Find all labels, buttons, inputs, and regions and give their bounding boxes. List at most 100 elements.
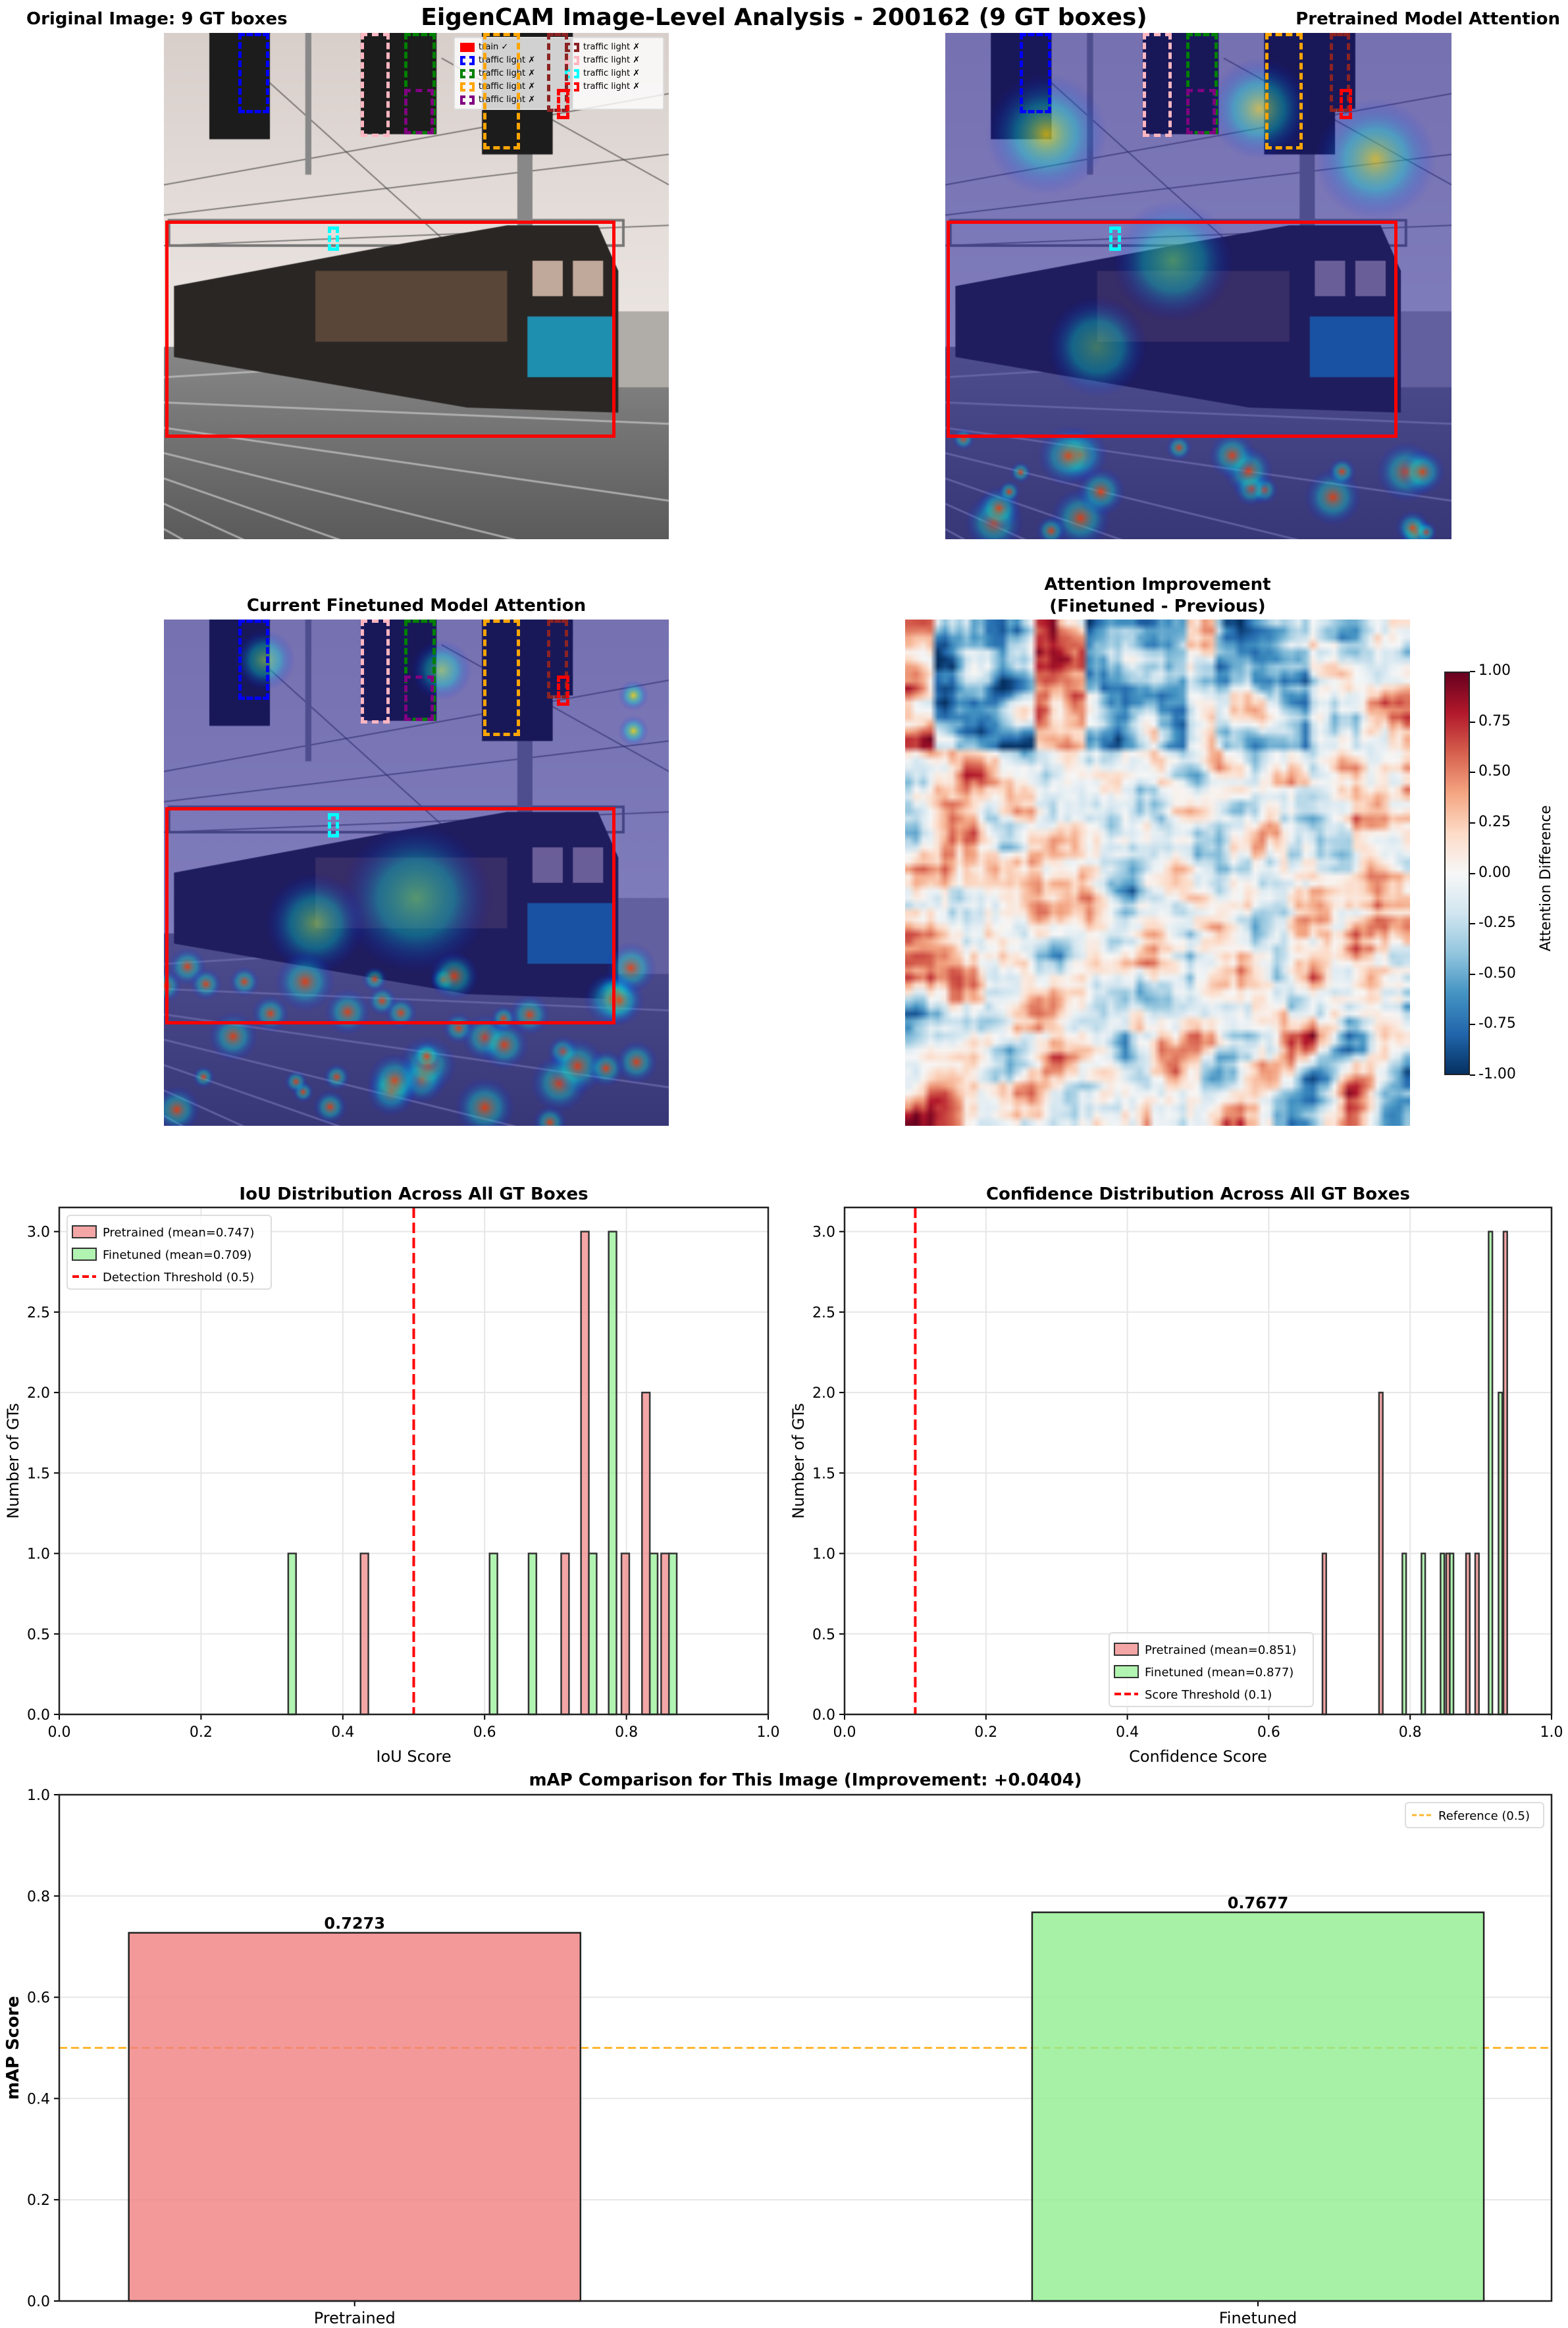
y-axis-label: Number of GTs	[4, 1403, 22, 1519]
gt-box-traffic-light	[557, 675, 569, 706]
finetuned-bar	[527, 1552, 538, 1716]
legend-swatch	[72, 1248, 97, 1261]
legend-label: traffic light ✗	[479, 95, 536, 105]
finetuned-bar	[608, 1230, 617, 1716]
colorbar-tick-label: -1.00	[1478, 1066, 1516, 1082]
pretrained-bar	[560, 1552, 570, 1716]
colorbar-tick-label: -0.50	[1478, 965, 1516, 982]
finetuned-bar	[1440, 1552, 1446, 1716]
legend-label: traffic light ✗	[583, 42, 640, 52]
colorbar-tick-mark	[1470, 772, 1475, 774]
y-tick-label: 0.6	[27, 1990, 50, 2007]
colorbar-tick-mark	[1470, 721, 1475, 723]
legend-label: traffic light ✗	[479, 68, 536, 78]
gt-box-traffic-light	[1109, 226, 1121, 251]
colorbar-tick-mark	[1470, 1024, 1475, 1026]
y-tick-label: 0.2	[27, 2192, 50, 2209]
chart-title: IoU Distribution Across All GT Boxes	[239, 1184, 588, 1204]
legend-item: traffic light ✗	[460, 82, 553, 92]
gt-box-traffic-light	[404, 88, 434, 134]
legend-label: traffic light ✗	[583, 55, 640, 65]
pretrained-bar	[1378, 1391, 1384, 1716]
gt-box-traffic-light	[238, 33, 270, 114]
pretrained-bar	[641, 1391, 651, 1716]
colorbar-tick-mark	[1470, 671, 1475, 672]
legend-swatch	[1114, 1665, 1139, 1678]
x-tick-label: 0.6	[1257, 1724, 1280, 1741]
legend-label: Detection Threshold (0.5)	[103, 1271, 254, 1284]
pretrained-bar	[660, 1552, 670, 1716]
x-tick-label: 1.0	[757, 1724, 780, 1741]
original-image-panel: train ✓ traffic light ✗ traffic light ✗ tra…	[164, 33, 669, 539]
legend-label: traffic light ✗	[479, 55, 536, 65]
y-tick-label: 2.0	[27, 1385, 50, 1402]
attention-difference-heatmap	[905, 620, 1410, 1126]
pretrained-bar	[580, 1230, 590, 1716]
colorbar-tick-label: 0.50	[1478, 763, 1511, 780]
y-axis-label: Number of GTs	[789, 1403, 808, 1519]
improvement-title-line1: Attention Improvement	[1044, 575, 1271, 595]
gt-box-traffic-light	[361, 620, 390, 724]
gt-box-traffic-light	[327, 226, 340, 251]
gt-box-traffic-light	[1142, 33, 1172, 138]
colorbar-tick-label: -0.25	[1478, 914, 1516, 932]
x-tick-label: 0.8	[1399, 1724, 1422, 1741]
finetuned-bar	[488, 1552, 498, 1716]
colorbar-tick-label: 0.25	[1478, 813, 1511, 830]
gt-box-traffic-light	[327, 812, 340, 837]
legend-swatch	[460, 82, 475, 92]
legend-label: traffic light ✗	[583, 68, 640, 78]
x-tick-label: 0.4	[331, 1724, 354, 1741]
gt-box-traffic-light	[1265, 33, 1303, 149]
y-tick-label: 1.0	[27, 1787, 50, 1804]
y-tick-label: 2.5	[27, 1305, 50, 1321]
gt-box-traffic-light	[238, 620, 270, 701]
gt-box-traffic-light	[1186, 88, 1216, 134]
chart-legend	[1109, 1632, 1314, 1707]
x-tick-label: 0.4	[1116, 1724, 1139, 1741]
y-tick-label: 0.8	[27, 1889, 50, 1905]
legend-label: Reference (0.5)	[1438, 1809, 1530, 1823]
finetuned-bar	[1498, 1391, 1503, 1716]
finetuned-attention-title: Current Finetuned Model Attention	[246, 596, 587, 616]
y-tick-label: 0.0	[27, 1707, 50, 1724]
y-tick-label: 0.0	[812, 1707, 835, 1724]
x-tick-label: 0.8	[615, 1724, 638, 1741]
finetuned-bar	[1401, 1552, 1407, 1716]
y-tick-label: 1.0	[812, 1547, 835, 1563]
legend-swatch	[460, 95, 475, 105]
improvement-title-line2: (Finetuned - Previous)	[1049, 596, 1266, 616]
y-tick-label: 0.5	[812, 1627, 835, 1643]
x-tick-label: 0.6	[473, 1724, 496, 1741]
legend-label: Finetuned (mean=0.709)	[103, 1248, 251, 1262]
chart-legend	[66, 1215, 272, 1290]
y-axis-label: mAP Score	[3, 1996, 23, 2100]
figure-title: EigenCAM Image-Level Analysis - 200162 (…	[421, 4, 1147, 31]
plot-frame	[58, 1206, 770, 1716]
legend-label: Pretrained (mean=0.851)	[1145, 1643, 1296, 1657]
gt-box-traffic-light	[1020, 33, 1051, 114]
pretrained-bar	[1474, 1552, 1480, 1716]
colorbar	[1444, 672, 1470, 1075]
y-tick-label: 3.0	[812, 1225, 835, 1241]
original-image-title: Original Image: 9 GT boxes	[26, 9, 288, 29]
colorbar-tick-label: 0.75	[1478, 712, 1511, 729]
gt-box-train	[947, 220, 1398, 438]
plot-frame	[58, 1793, 1553, 2302]
pretrained-bar	[1465, 1552, 1471, 1716]
x-tick-label: Pretrained	[314, 2309, 396, 2327]
x-axis-label: IoU Score	[376, 1747, 451, 1766]
map-bar-pretrained	[128, 1932, 582, 2302]
finetuned-attention-panel	[164, 620, 669, 1126]
colorbar-tick-mark	[1470, 822, 1475, 824]
gt-box-train	[165, 220, 615, 438]
legend-swatch	[1114, 1643, 1139, 1656]
bar-value-label: 0.7273	[324, 1915, 385, 1933]
finetuned-bar	[1488, 1230, 1494, 1716]
colorbar-tick-mark	[1470, 872, 1475, 874]
gt-box-traffic-light	[483, 33, 521, 149]
legend-label: Score Threshold (0.1)	[1145, 1688, 1272, 1702]
finetuned-bar	[648, 1552, 659, 1716]
gt-box-traffic-light	[361, 33, 390, 138]
pretrained-attention-panel	[945, 33, 1451, 539]
